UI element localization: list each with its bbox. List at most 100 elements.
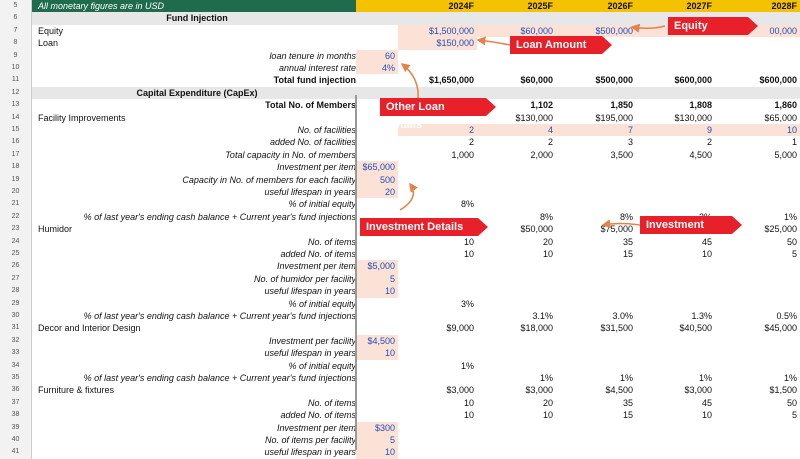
- row-label[interactable]: Capacity in No. of members for each faci…: [182, 174, 356, 185]
- input-cell[interactable]: [356, 384, 398, 396]
- row-number[interactable]: 12: [0, 86, 32, 100]
- value-cell-2026F[interactable]: 1%: [619, 373, 633, 383]
- value-cell-2027F[interactable]: [636, 446, 715, 458]
- row-number[interactable]: 35: [0, 372, 32, 385]
- row-number[interactable]: 36: [0, 384, 32, 397]
- value-cell-2027F[interactable]: $3,000: [684, 385, 712, 396]
- value-cell-2025F[interactable]: [477, 335, 556, 347]
- input-cell[interactable]: [356, 236, 398, 248]
- value-cell-2027F[interactable]: [636, 335, 715, 347]
- input-cell[interactable]: [356, 372, 398, 384]
- row-number[interactable]: 7: [0, 24, 32, 38]
- year-2028[interactable]: 2028F: [715, 0, 800, 13]
- row-number[interactable]: 15: [0, 124, 32, 137]
- value-cell-2025F[interactable]: [477, 446, 556, 458]
- row-label[interactable]: Equity: [38, 25, 64, 36]
- value-cell-2025F[interactable]: [477, 285, 556, 297]
- value-cell-2026F[interactable]: [556, 174, 636, 186]
- value-cell-2028F[interactable]: [715, 360, 800, 372]
- input-cell[interactable]: [356, 360, 398, 372]
- value-cell-2028F[interactable]: [715, 174, 800, 186]
- row-number[interactable]: 14: [0, 111, 32, 124]
- row-label[interactable]: useful lifespan in years: [264, 447, 356, 458]
- row-number[interactable]: 37: [0, 396, 32, 410]
- value-cell-2026F[interactable]: $4,500: [605, 385, 633, 396]
- value-cell-2025F[interactable]: [477, 186, 556, 198]
- row-number[interactable]: 10: [0, 62, 32, 75]
- year-2026[interactable]: 2026F: [556, 0, 636, 13]
- value-cell-2028F[interactable]: [715, 62, 800, 74]
- value-cell-2027F[interactable]: $600,000: [674, 75, 712, 86]
- row-number[interactable]: 23: [0, 223, 32, 236]
- value-cell-2024F[interactable]: [398, 186, 477, 198]
- input-cell[interactable]: [356, 248, 398, 260]
- year-2027[interactable]: 2027F: [636, 0, 715, 13]
- value-cell-2024F[interactable]: 2: [398, 124, 477, 137]
- row-number[interactable]: 33: [0, 347, 32, 360]
- value-cell-2027F[interactable]: 4,500: [689, 149, 712, 160]
- input-cell[interactable]: [356, 74, 398, 86]
- input-cell[interactable]: 500: [356, 173, 398, 186]
- value-cell-2027F[interactable]: 1,808: [689, 100, 712, 111]
- value-cell-2028F[interactable]: 5: [791, 249, 797, 259]
- row-label[interactable]: % of last year's ending cash balance + C…: [83, 373, 356, 383]
- input-cell[interactable]: [356, 25, 398, 37]
- value-cell-2028F[interactable]: [715, 446, 800, 458]
- value-cell-2025F[interactable]: 1%: [539, 373, 553, 383]
- value-cell-2025F[interactable]: [477, 161, 556, 173]
- row-label[interactable]: Facility Improvements: [38, 112, 126, 123]
- value-cell-2026F[interactable]: [556, 347, 636, 359]
- row-number[interactable]: 29: [0, 297, 32, 310]
- value-cell-2024F[interactable]: 10: [463, 397, 474, 408]
- input-cell[interactable]: $5,000: [356, 260, 398, 273]
- value-cell-2028F[interactable]: [715, 37, 800, 49]
- value-cell-2027F[interactable]: 9: [636, 124, 715, 137]
- value-cell-2024F[interactable]: [398, 310, 477, 322]
- row-label[interactable]: Decor and Interior Design: [38, 323, 141, 334]
- value-cell-2025F[interactable]: 3.1%: [532, 311, 553, 321]
- value-cell-2024F[interactable]: 1%: [460, 360, 474, 371]
- value-cell-2024F[interactable]: [398, 273, 477, 285]
- value-cell-2028F[interactable]: [715, 50, 800, 62]
- row-number[interactable]: 39: [0, 421, 32, 434]
- row-number[interactable]: 41: [0, 446, 32, 459]
- row-label[interactable]: Furniture & fixtures: [38, 385, 115, 396]
- value-cell-2027F[interactable]: [636, 360, 715, 372]
- value-cell-2028F[interactable]: [715, 434, 800, 446]
- input-cell[interactable]: [356, 397, 398, 409]
- row-label[interactable]: % of initial equity: [288, 298, 356, 309]
- row-label[interactable]: No. of facilities: [297, 125, 356, 135]
- row-label[interactable]: % of last year's ending cash balance + C…: [83, 311, 356, 321]
- row-number[interactable]: 18: [0, 161, 32, 174]
- value-cell-2024F[interactable]: [398, 161, 477, 173]
- row-number[interactable]: 9: [0, 49, 32, 62]
- value-cell-2026F[interactable]: 3,500: [610, 149, 633, 160]
- value-cell-2028F[interactable]: $1,500: [769, 385, 797, 396]
- row-label[interactable]: Total No. of Members: [265, 100, 356, 111]
- value-cell-2027F[interactable]: 1.3%: [691, 311, 712, 321]
- value-cell-2026F[interactable]: [556, 186, 636, 198]
- value-cell-2025F[interactable]: [477, 434, 556, 446]
- row-label[interactable]: useful lifespan in years: [264, 348, 356, 359]
- value-cell-2026F[interactable]: [556, 446, 636, 458]
- value-cell-2024F[interactable]: $9,000: [446, 323, 474, 334]
- value-cell-2027F[interactable]: [636, 298, 715, 310]
- row-number[interactable]: 11: [0, 74, 32, 87]
- value-cell-2027F[interactable]: [636, 50, 715, 62]
- value-cell-2027F[interactable]: 45: [701, 236, 712, 247]
- value-cell-2025F[interactable]: 1,102: [530, 100, 553, 111]
- value-cell-2026F[interactable]: 15: [622, 410, 633, 421]
- value-cell-2024F[interactable]: $1,500,000: [398, 24, 477, 38]
- value-cell-2026F[interactable]: 3.0%: [612, 311, 633, 321]
- value-cell-2024F[interactable]: 3%: [460, 298, 474, 309]
- year-2025[interactable]: 2025F: [477, 0, 556, 13]
- value-cell-2024F[interactable]: [398, 422, 477, 434]
- row-label[interactable]: loan tenure in months: [269, 50, 356, 61]
- value-cell-2028F[interactable]: 1%: [783, 373, 797, 383]
- value-cell-2028F[interactable]: 10: [715, 124, 800, 137]
- value-cell-2026F[interactable]: 1,850: [610, 100, 633, 111]
- input-cell[interactable]: 4%: [356, 62, 398, 75]
- value-cell-2027F[interactable]: [636, 62, 715, 74]
- value-cell-2025F[interactable]: $50,000: [520, 224, 553, 235]
- row-number[interactable]: 30: [0, 310, 32, 323]
